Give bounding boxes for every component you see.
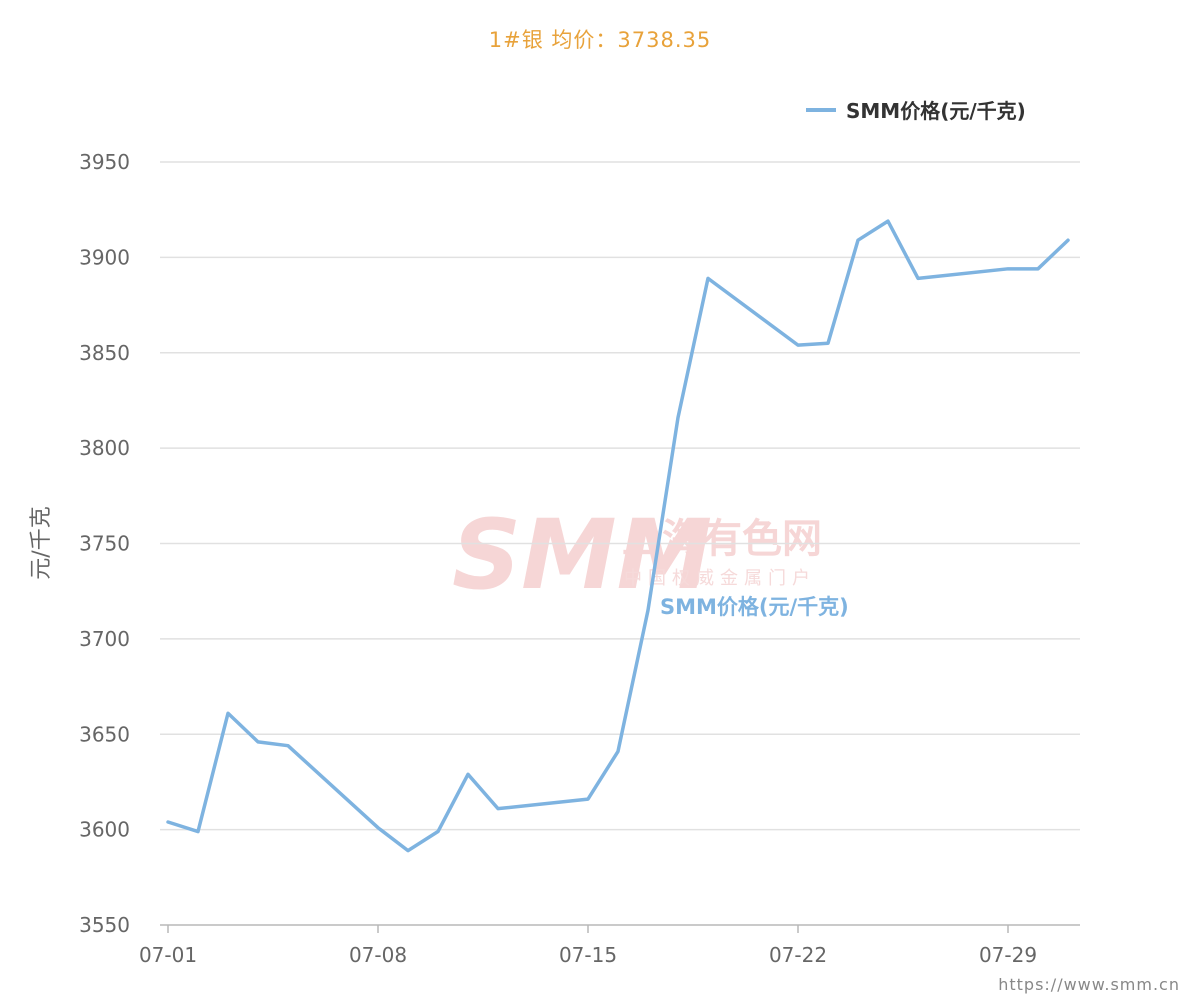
data-point[interactable] — [852, 234, 864, 246]
x-tick-label: 07-15 — [559, 943, 617, 967]
x-tick-label: 07-22 — [769, 943, 827, 967]
y-tick-label: 3950 — [79, 150, 130, 174]
data-point[interactable] — [672, 412, 684, 424]
data-point[interactable] — [492, 803, 504, 815]
data-point[interactable] — [1032, 263, 1044, 275]
legend[interactable]: SMM价格(元/千克) — [806, 99, 1026, 123]
data-point[interactable] — [1062, 234, 1074, 246]
data-point[interactable] — [462, 768, 474, 780]
y-axis-ticks: 3550 3600 3650 3700 3750 3800 3850 3900 3950 — [79, 150, 130, 937]
y-tick-label: 3550 — [79, 913, 130, 937]
x-tick-label: 07-01 — [139, 943, 197, 967]
data-point[interactable] — [282, 740, 294, 752]
watermark-tagline: 中国权威金属门户 — [624, 568, 816, 589]
x-axis-ticks: 07-01 07-08 07-15 07-22 07-29 — [139, 925, 1037, 967]
data-point[interactable] — [372, 822, 384, 834]
data-point[interactable] — [402, 845, 414, 857]
data-point[interactable] — [612, 745, 624, 757]
series-line[interactable] — [166, 219, 1070, 853]
data-point[interactable] — [252, 736, 264, 748]
data-point[interactable] — [192, 826, 204, 838]
data-point[interactable] — [162, 816, 174, 828]
x-tick-label: 07-29 — [979, 943, 1037, 967]
source-url[interactable]: https://www.smm.cn — [998, 975, 1180, 994]
y-tick-label: 3850 — [79, 341, 130, 365]
y-tick-label: 3600 — [79, 818, 130, 842]
data-point[interactable] — [1002, 263, 1014, 275]
y-tick-label: 3800 — [79, 436, 130, 460]
data-point[interactable] — [642, 604, 654, 616]
series-label: SMM价格(元/千克) — [660, 595, 849, 619]
y-tick-label: 3700 — [79, 627, 130, 651]
y-tick-label: 3650 — [79, 722, 130, 746]
y-tick-label: 3750 — [79, 532, 130, 556]
watermark-logo: SMM — [452, 499, 712, 611]
watermark: SMM 上海有色网 中国权威金属门户 — [452, 499, 822, 611]
data-point[interactable] — [222, 707, 234, 719]
grid-lines — [160, 161, 1080, 831]
y-tick-label: 3900 — [79, 245, 130, 269]
legend-label: SMM价格(元/千克) — [846, 99, 1026, 123]
data-point[interactable] — [432, 826, 444, 838]
data-point[interactable] — [912, 272, 924, 284]
chart-title: 1#银 均价：3738.35 — [489, 28, 711, 52]
data-point[interactable] — [822, 337, 834, 349]
series-layer — [162, 215, 1074, 857]
watermark-name: 上海有色网 — [622, 516, 822, 562]
x-tick-label: 07-08 — [349, 943, 407, 967]
y-axis-label: 元/千克 — [29, 506, 54, 579]
data-point[interactable] — [792, 339, 804, 351]
data-point[interactable] — [582, 793, 594, 805]
data-point[interactable] — [702, 272, 714, 284]
data-point[interactable] — [882, 215, 894, 227]
